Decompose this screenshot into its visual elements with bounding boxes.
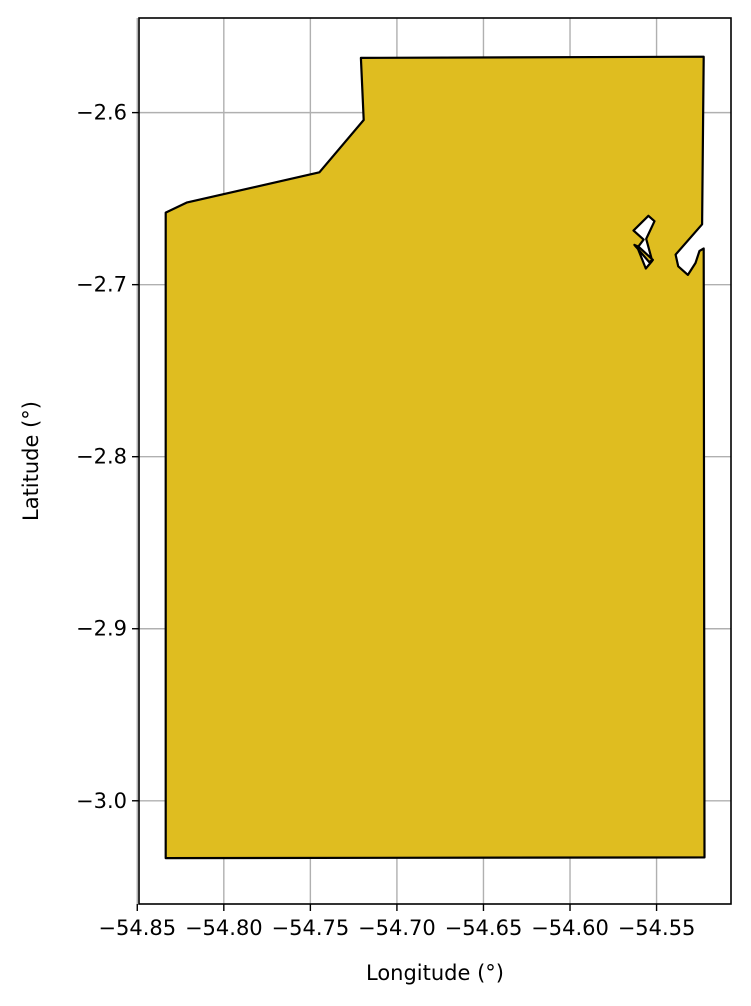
y-tick-label: −2.9 bbox=[76, 617, 127, 641]
x-tick-label: −54.85 bbox=[98, 916, 176, 940]
plot-frame bbox=[138, 17, 732, 905]
y-tick-label: −2.7 bbox=[76, 273, 127, 297]
region-polygon-layer bbox=[164, 55, 706, 860]
y-tick-label: −3.0 bbox=[76, 789, 127, 813]
y-axis-label: Latitude (°) bbox=[19, 401, 43, 521]
y-tick-label: −2.6 bbox=[76, 101, 127, 125]
y-tick-label: −2.8 bbox=[76, 445, 127, 469]
region-polygon bbox=[164, 55, 706, 860]
x-tick-label: −54.60 bbox=[531, 916, 609, 940]
x-tick-label: −54.80 bbox=[185, 916, 263, 940]
x-tick-label: −54.75 bbox=[272, 916, 350, 940]
x-axis-label: Longitude (°) bbox=[366, 961, 504, 985]
y-axis-ticks: −2.6 −2.7 −2.8 −2.9 −3.0 bbox=[76, 101, 139, 813]
x-tick-label: −54.55 bbox=[618, 916, 696, 940]
x-tick-label: −54.65 bbox=[445, 916, 523, 940]
x-axis-ticks: −54.85 −54.80 −54.75 −54.70 −54.65 −54.60 −54.… bbox=[98, 904, 695, 940]
x-tick-label: −54.70 bbox=[358, 916, 436, 940]
